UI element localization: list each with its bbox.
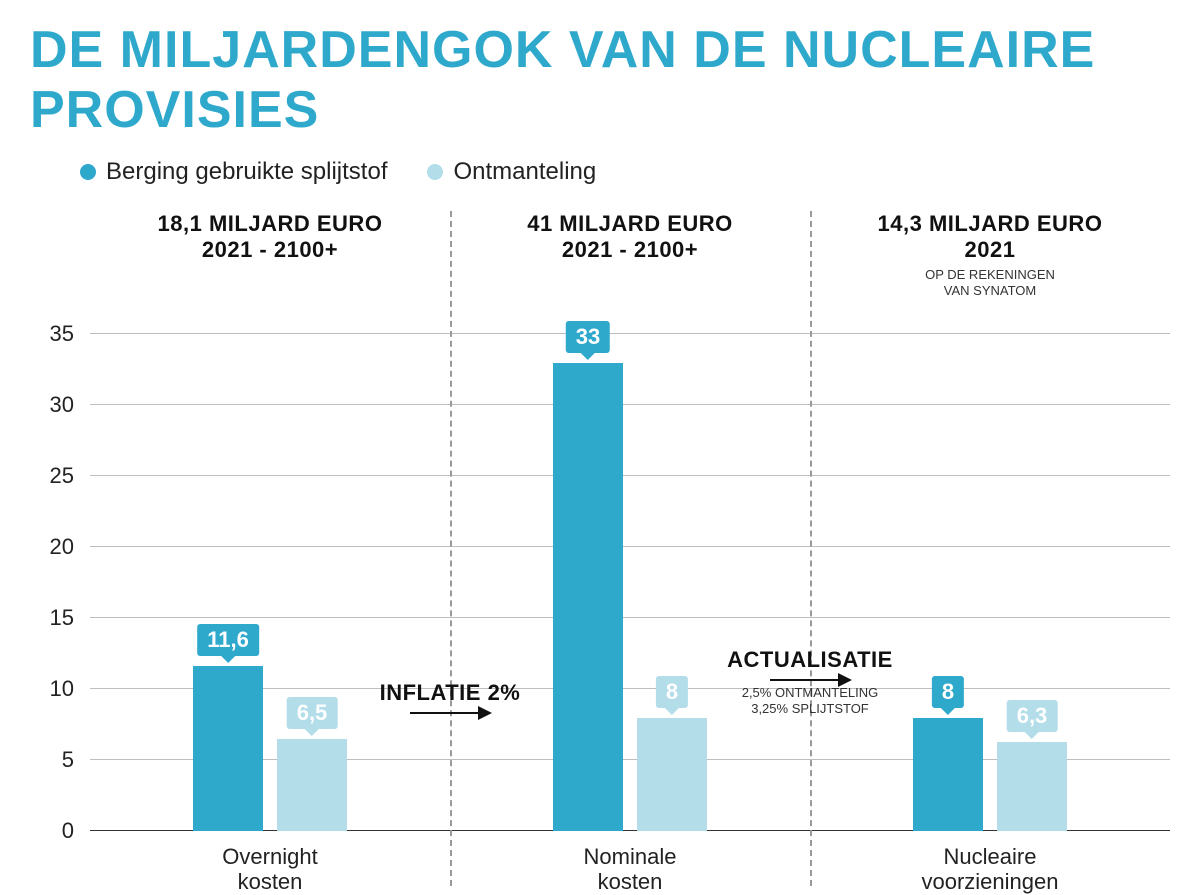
annotation-title: ACTUALISATIE (720, 647, 900, 673)
annotation-title: INFLATIE 2% (360, 680, 540, 706)
legend-label-primary: Berging gebruikte splijtstof (106, 158, 387, 186)
legend-item-secondary: Ontmanteling (427, 158, 596, 186)
bar: 33 (553, 363, 623, 831)
y-tick: 25 (30, 463, 74, 489)
group-header-line2: 2021 (810, 237, 1170, 263)
bar-group: 11,66,5 (90, 306, 450, 831)
group-header: 14,3 MILJARD EURO2021 OP DE REKENINGENVAN… (810, 211, 1170, 306)
label-tail-icon (581, 353, 595, 360)
bar: 6,5 (277, 739, 347, 831)
y-tick: 10 (30, 676, 74, 702)
y-tick: 30 (30, 392, 74, 418)
bar: 8 (913, 718, 983, 832)
annotation: ACTUALISATIE 2,5% ONTMANTELING3,25% SPLIJ… (720, 647, 900, 718)
y-tick: 35 (30, 321, 74, 347)
group-headers: 18,1 MILJARD EURO2021 - 2100+41 MILJARD … (90, 211, 1170, 306)
x-label: Nominalekosten (450, 836, 810, 891)
label-tail-icon (665, 708, 679, 715)
x-label: Nucleairevoorzieningen (810, 836, 1170, 891)
group-header: 18,1 MILJARD EURO2021 - 2100+ (90, 211, 450, 306)
arrow-right-icon (770, 679, 850, 681)
annotation: INFLATIE 2% (360, 680, 540, 718)
group-header-sub: OP DE REKENINGENVAN SYNATOM (810, 267, 1170, 298)
group-divider (450, 211, 452, 886)
bar: 11,6 (193, 666, 263, 831)
bar-group: 338 (450, 306, 810, 831)
legend-label-secondary: Ontmanteling (453, 158, 596, 186)
bar-groups: 11,66,533886,3 (90, 306, 1170, 831)
bar-value-label: 33 (566, 321, 610, 353)
group-header-line1: 41 MILJARD EURO (450, 211, 810, 237)
annotation-sub: 2,5% ONTMANTELING3,25% SPLIJTSTOF (720, 685, 900, 718)
bar-value-label: 6,5 (287, 697, 338, 729)
bar: 8 (637, 718, 707, 832)
label-tail-icon (221, 656, 235, 663)
label-tail-icon (305, 729, 319, 736)
y-tick: 5 (30, 747, 74, 773)
label-tail-icon (941, 708, 955, 715)
bar-value-label: 11,6 (197, 624, 259, 656)
page-title: DE MILJARDENGOK VAN DE NUCLEAIRE PROVISI… (30, 20, 1170, 140)
bar-value-label: 8 (656, 676, 688, 708)
y-tick: 20 (30, 534, 74, 560)
group-divider (810, 211, 812, 886)
group-header-line2: 2021 - 2100+ (90, 237, 450, 263)
group-header: 41 MILJARD EURO2021 - 2100+ (450, 211, 810, 306)
y-tick: 15 (30, 605, 74, 631)
group-header-line1: 14,3 MILJARD EURO (810, 211, 1170, 237)
y-tick: 0 (30, 818, 74, 844)
bar: 6,3 (997, 742, 1067, 831)
x-axis-labels: OvernightkostenNominalekostenNucleairevo… (90, 836, 1170, 891)
legend-dot-secondary (427, 164, 443, 180)
group-header-line1: 18,1 MILJARD EURO (90, 211, 450, 237)
bar-value-label: 8 (932, 676, 964, 708)
bar-value-label: 6,3 (1007, 700, 1058, 732)
group-header-line2: 2021 - 2100+ (450, 237, 810, 263)
y-axis: 05101520253035 (30, 306, 80, 831)
plot-area: 05101520253035 11,66,533886,3 INFLATIE 2… (90, 306, 1170, 831)
x-label: Overnightkosten (90, 836, 450, 891)
arrow-right-icon (410, 712, 490, 714)
label-tail-icon (1025, 732, 1039, 739)
legend-dot-primary (80, 164, 96, 180)
legend: Berging gebruikte splijtstof Ontmantelin… (80, 158, 1170, 186)
chart: 18,1 MILJARD EURO2021 - 2100+41 MILJARD … (30, 211, 1170, 891)
bar-group: 86,3 (810, 306, 1170, 831)
legend-item-primary: Berging gebruikte splijtstof (80, 158, 387, 186)
